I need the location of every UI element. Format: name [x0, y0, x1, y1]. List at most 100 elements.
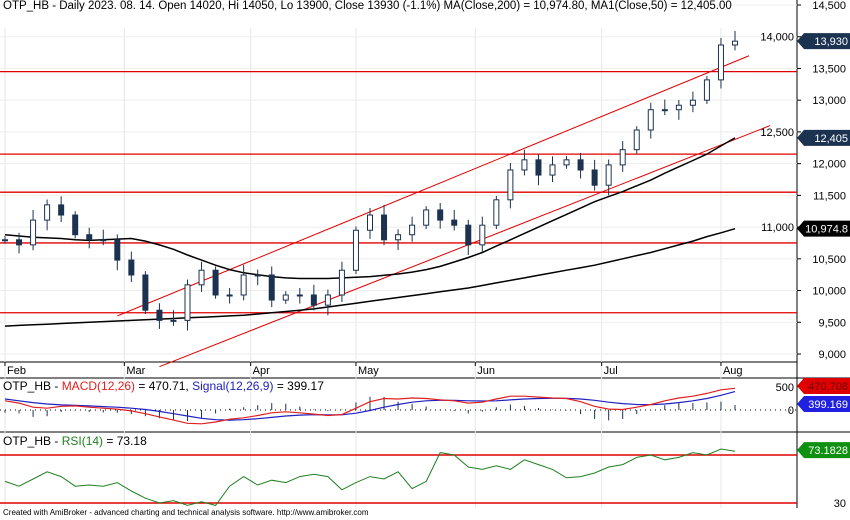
last-close-label-bg — [797, 33, 850, 50]
price-pane-title: OTP_HB - Daily 2023. 08. 14. Open 14020,… — [3, 0, 732, 12]
candle-body — [30, 219, 37, 246]
candle-body — [310, 294, 317, 306]
y-tick-label: 13,500 — [812, 63, 846, 75]
candle-body — [507, 169, 514, 201]
candle-body — [703, 79, 710, 101]
y-tick-label: 14,000 — [760, 32, 794, 44]
macd-last-label: 470.708 — [808, 381, 848, 393]
candle-body — [647, 109, 654, 131]
y-tick-label: 9,500 — [818, 317, 846, 329]
rsi-prefix: OTP_HB - — [3, 434, 62, 448]
candle-body — [212, 269, 219, 296]
x-tick-label: Feb — [7, 365, 26, 377]
ma200-line — [4, 227, 736, 327]
y-tick-label: 12,000 — [812, 159, 846, 171]
candle-body — [296, 294, 303, 297]
ma200-label: 10,974.8 — [805, 224, 848, 236]
y-tick-label: 12,500 — [760, 127, 794, 139]
trend-channel-line — [117, 55, 750, 317]
x-tick-label: Jun — [477, 365, 495, 377]
candle-body — [437, 209, 444, 221]
y-tick-label: 9,000 — [818, 349, 846, 361]
x-tick-label: Mar — [126, 365, 145, 377]
y-tick-label: 14,500 — [812, 0, 846, 12]
candle-body — [86, 234, 93, 241]
candle-body — [254, 274, 261, 277]
candle-body — [58, 204, 65, 216]
candle-body — [661, 109, 668, 112]
rsi-line — [4, 448, 736, 506]
candle-body — [352, 229, 359, 271]
candle-body — [128, 259, 135, 276]
trend-channel-line — [159, 125, 771, 368]
candle-body — [479, 224, 486, 246]
candle-body — [170, 319, 177, 322]
candle-body — [268, 274, 275, 301]
rsi-pane-title: OTP_HB - RSI(14) = 73.18 — [3, 434, 147, 448]
candle-body — [451, 219, 458, 226]
candle-body — [338, 269, 345, 296]
candle-body — [44, 204, 51, 221]
candle-body — [409, 224, 416, 236]
candle-body — [689, 99, 696, 106]
candle-body — [465, 224, 472, 246]
candle-body — [633, 129, 640, 151]
candle-body — [605, 164, 612, 186]
macd-last-label-bg — [797, 378, 850, 394]
ma50-label: 12,405 — [814, 133, 848, 145]
candle-body — [367, 214, 373, 231]
macd-line — [4, 387, 736, 425]
candle-body — [142, 274, 149, 311]
rsi-legend: RSI(14) — [61, 434, 104, 448]
candle-body — [577, 159, 584, 171]
candle-body — [226, 294, 233, 297]
signal-line — [4, 391, 736, 421]
y-tick-label: 11,500 — [813, 190, 846, 202]
macd-legend: MACD(12,26) — [61, 379, 136, 393]
candle-body — [521, 159, 528, 171]
rsi-tick-label: 30 — [834, 498, 846, 510]
y-tick-label: 10,000 — [812, 286, 846, 298]
footer-credit: Created with AmiBroker - advanced charti… — [3, 508, 369, 517]
y-tick-label: 11,000 — [761, 222, 794, 234]
rsi-value: = 73.18 — [103, 434, 147, 448]
y-tick-label: 10,500 — [812, 254, 846, 266]
candle-body — [493, 199, 500, 226]
candle-body — [591, 169, 598, 186]
signal-last-label-bg — [797, 396, 850, 412]
last-close-label: 13,930 — [814, 36, 848, 48]
candle-body — [324, 294, 331, 306]
candle-body — [381, 214, 388, 241]
candle-body — [395, 234, 402, 241]
candle-body — [717, 44, 724, 81]
x-tick-label: Aug — [723, 365, 743, 377]
candle-body — [732, 40, 738, 46]
candle-body — [100, 239, 107, 242]
candle-body — [2, 239, 8, 242]
candle-body — [423, 209, 430, 226]
ma200-label-bg — [797, 220, 850, 237]
ma50-label-bg — [797, 129, 850, 146]
signal-value: = 399.17 — [273, 379, 324, 393]
macd-tick-label: 0 — [788, 405, 794, 417]
y-tick-label: 13,000 — [812, 95, 846, 107]
macd-pane-title: OTP_HB - MACD(12,26) = 470.71, Signal(12… — [3, 379, 324, 393]
candle-body — [240, 274, 247, 296]
candle-body — [156, 309, 163, 321]
candle-body — [549, 164, 556, 176]
signal-last-label: 399.169 — [808, 399, 848, 411]
candle-body — [563, 159, 570, 166]
candle-body — [72, 214, 79, 236]
candle-body — [114, 239, 121, 261]
macd-tick-label: 500 — [776, 382, 794, 394]
macd-value: = 470.71, — [135, 379, 193, 393]
candle-body — [184, 284, 191, 321]
x-tick-label: Jul — [604, 365, 618, 377]
candle-body — [282, 294, 289, 301]
candle-body — [619, 149, 626, 166]
candle-body — [675, 104, 682, 111]
x-tick-label: May — [358, 365, 379, 377]
rsi-last-label-bg — [797, 442, 850, 459]
